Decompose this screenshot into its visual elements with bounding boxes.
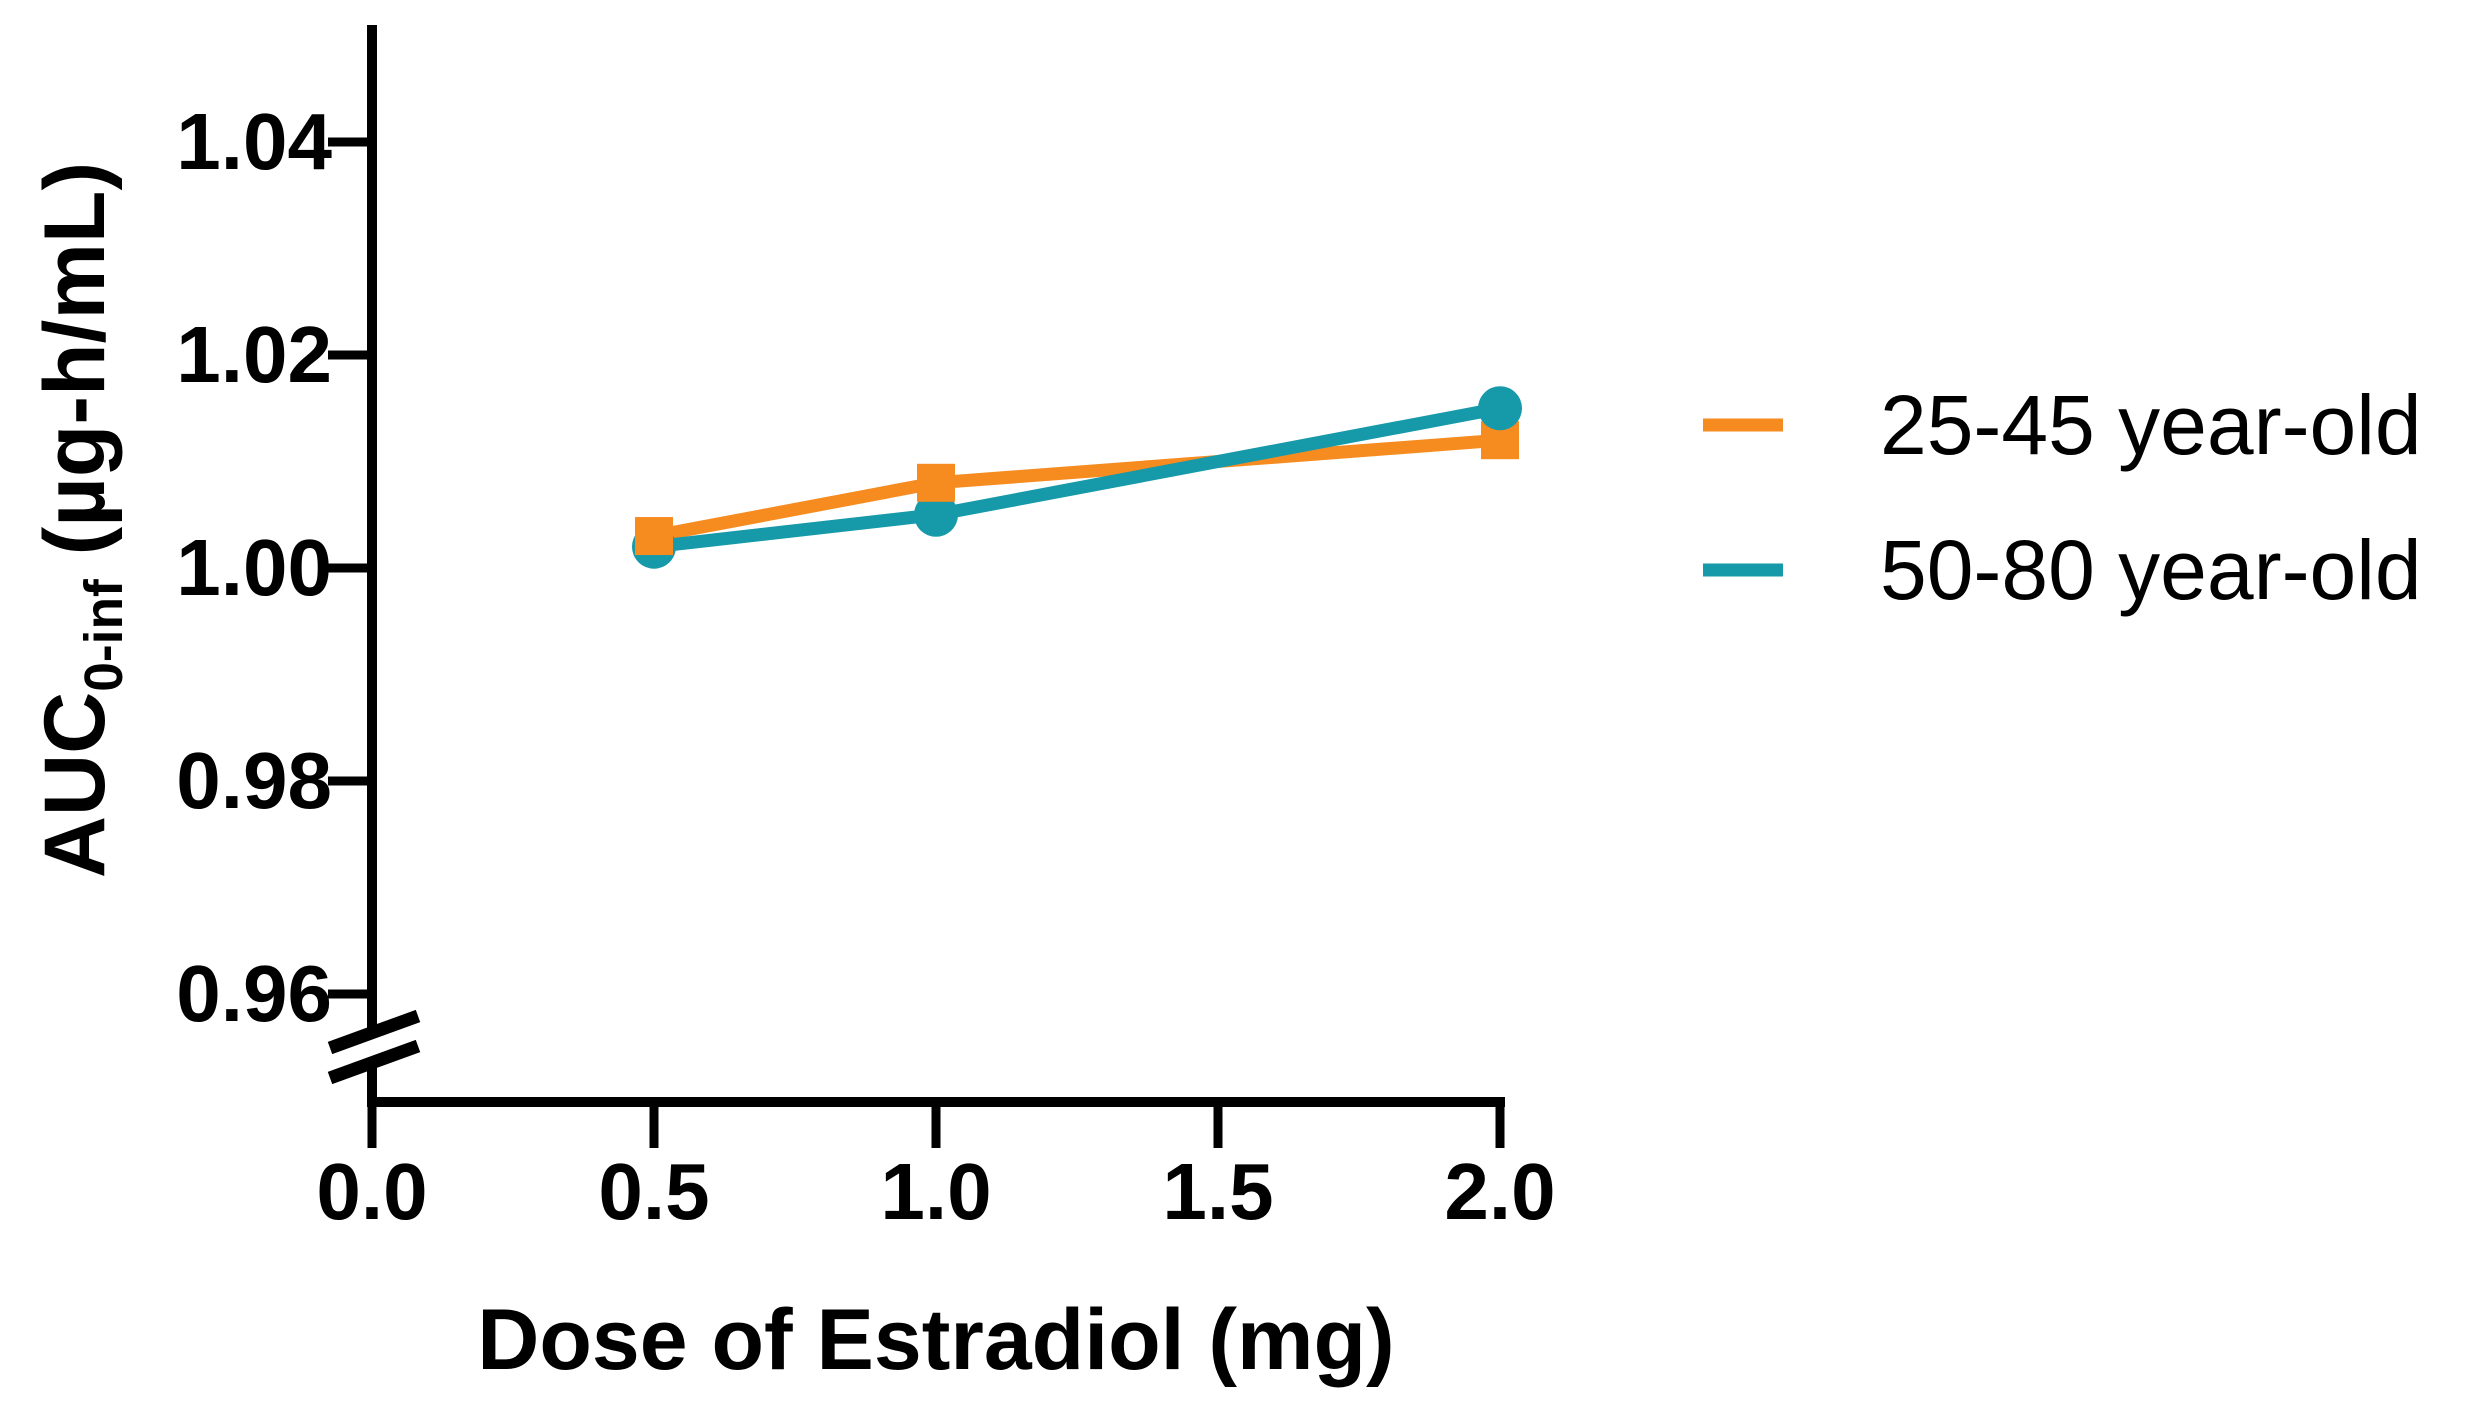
x-tick-label: 1.5: [1162, 1147, 1274, 1236]
legend-line-swatch-teal: [1703, 563, 1783, 577]
axis-break-gap: [325, 1018, 423, 1074]
x-axis-title: Dose of Estradiol (mg): [477, 1292, 1395, 1388]
marker-square-25-45-year-old: [917, 463, 955, 502]
legend-label: 50-80 year-old: [1880, 523, 2422, 617]
legend-line-swatch-orange: [1703, 418, 1783, 432]
x-tick-label: 2.0: [1444, 1147, 1556, 1236]
x-tick-label: 1.0: [880, 1147, 992, 1236]
legend-label: 25-45 year-old: [1880, 378, 2422, 472]
axis-break-slash: [327, 1039, 421, 1085]
marker-circle-50-80-year-old: [1478, 386, 1522, 431]
y-tick-label: 1.00: [176, 523, 332, 612]
y-tick-label: 1.04: [176, 97, 332, 186]
marker-square-25-45-year-old: [635, 517, 673, 556]
x-tick-label: 0.5: [598, 1147, 710, 1236]
y-tick-label: 0.98: [176, 736, 332, 825]
marker-circle-50-80-year-old: [914, 492, 958, 537]
axis-break-slash: [327, 1009, 421, 1055]
x-tick-label: 0.0: [316, 1147, 428, 1236]
y-tick-label: 0.96: [176, 949, 332, 1038]
y-tick-label: 1.02: [176, 310, 332, 399]
legend-item: 50-80 year-old: [1700, 522, 2422, 618]
legend-item: 25-45 year-old: [1700, 377, 2422, 473]
